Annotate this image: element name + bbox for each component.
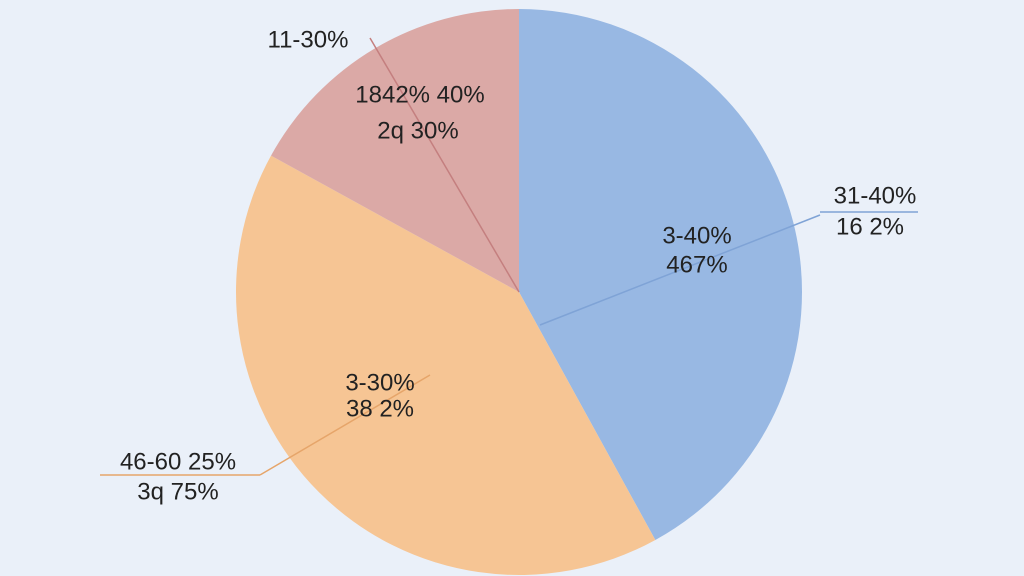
pie-slice xyxy=(235,155,656,576)
outside-label: 31-40% xyxy=(834,182,917,209)
inside-label: 38 2% xyxy=(346,395,414,422)
inside-label: 1842% 40% xyxy=(355,81,484,108)
inside-label: 467% xyxy=(666,251,727,278)
outside-label: 16 2% xyxy=(836,213,904,240)
leader-line xyxy=(259,374,431,476)
inside-label: 2q 30% xyxy=(377,117,458,144)
outside-label: 46-60 25% xyxy=(120,448,236,475)
inside-label: 3-30% xyxy=(345,369,414,396)
pie-slice xyxy=(519,9,803,540)
leader-line xyxy=(539,214,821,326)
leader-line xyxy=(369,37,520,293)
outside-label: 11-30% xyxy=(268,26,349,53)
inside-label: 3-40% xyxy=(662,222,731,249)
outside-label: 3q 75% xyxy=(137,478,218,505)
pie-slice xyxy=(271,9,519,292)
